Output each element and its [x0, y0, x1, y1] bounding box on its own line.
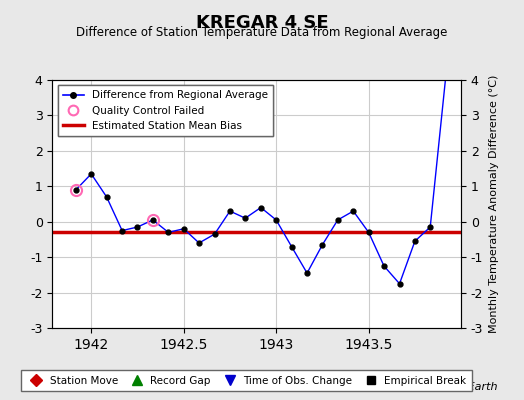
Text: Berkeley Earth: Berkeley Earth [416, 382, 498, 392]
Text: KREGAR 4 SE: KREGAR 4 SE [195, 14, 329, 32]
Legend: Difference from Regional Average, Quality Control Failed, Estimated Station Mean: Difference from Regional Average, Qualit… [58, 85, 273, 136]
Legend: Station Move, Record Gap, Time of Obs. Change, Empirical Break: Station Move, Record Gap, Time of Obs. C… [21, 370, 472, 391]
Y-axis label: Monthly Temperature Anomaly Difference (°C): Monthly Temperature Anomaly Difference (… [489, 75, 499, 333]
Text: Difference of Station Temperature Data from Regional Average: Difference of Station Temperature Data f… [77, 26, 447, 39]
